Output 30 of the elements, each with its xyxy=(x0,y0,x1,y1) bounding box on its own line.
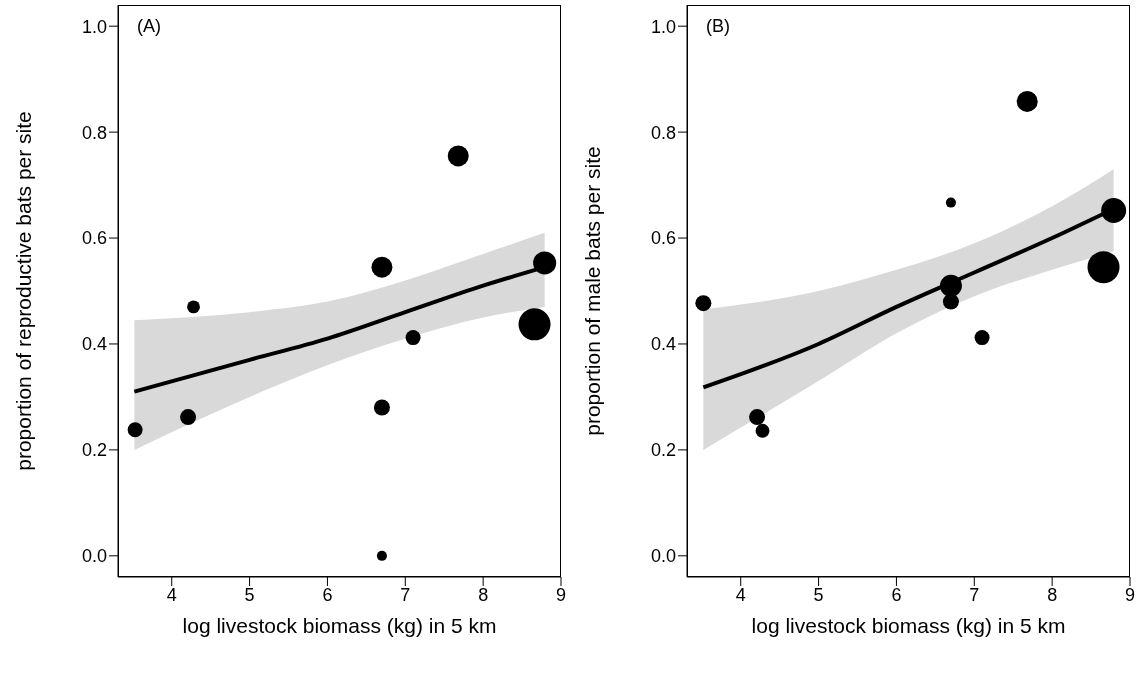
y-tick-label: 0.4 xyxy=(650,334,676,355)
x-tick-label: 5 xyxy=(244,584,255,605)
x-tick-label: 8 xyxy=(1047,584,1058,605)
x-tick-label: 6 xyxy=(891,584,902,605)
x-tick-label: 9 xyxy=(1124,584,1136,605)
annotation: (B) xyxy=(706,16,730,37)
x-axis-title: log livestock biomass (kg) in 5 km xyxy=(182,614,497,637)
y-tick-label: 1.0 xyxy=(650,16,676,37)
x-tick-label: 8 xyxy=(478,584,489,605)
y-tick-label: 0.0 xyxy=(81,546,107,567)
y-tick-label: 0.4 xyxy=(81,334,107,355)
annotation: (A) xyxy=(137,16,161,37)
y-tick-label: 0.6 xyxy=(81,228,107,249)
x-tick-label: 4 xyxy=(735,584,746,605)
x-tick-label: 7 xyxy=(400,584,411,605)
y-tick-label: 0.8 xyxy=(81,122,107,143)
y-tick-label: 0.2 xyxy=(81,440,107,461)
x-tick-label: 5 xyxy=(813,584,824,605)
x-tick-label: 7 xyxy=(969,584,980,605)
y-tick-label: 0.8 xyxy=(650,122,676,143)
x-tick-label: 4 xyxy=(166,584,177,605)
y-axis-title: proportion of male bats per site xyxy=(581,146,605,436)
y-tick-label: 0.0 xyxy=(650,546,676,567)
x-tick-label: 6 xyxy=(322,584,333,605)
y-tick-label: 1.0 xyxy=(81,16,107,37)
x-axis-title: log livestock biomass (kg) in 5 km xyxy=(751,614,1066,637)
y-axis-title: proportion of reproductive bats per site xyxy=(12,111,36,471)
y-tick-label: 0.6 xyxy=(650,228,676,249)
x-tick-label: 9 xyxy=(555,584,567,605)
y-tick-label: 0.2 xyxy=(650,440,676,461)
